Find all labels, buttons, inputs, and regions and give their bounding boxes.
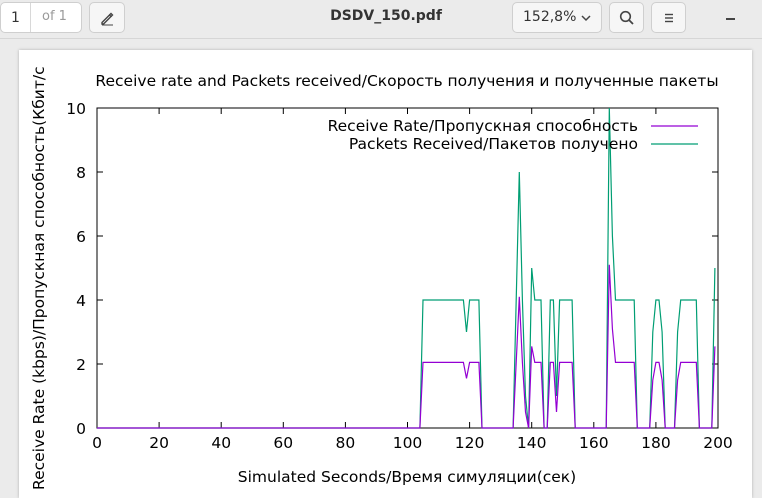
x-tick-label: 180 xyxy=(641,434,671,452)
y-tick-label: 2 xyxy=(76,356,86,374)
y-tick-label: 4 xyxy=(76,292,86,310)
y-tick-label: 6 xyxy=(76,228,86,246)
search-button[interactable] xyxy=(609,2,644,33)
page-number-input[interactable] xyxy=(1,3,31,32)
legend-label-1: Packets Received/Пакетов получено xyxy=(349,135,638,153)
y-tick-label: 0 xyxy=(76,420,86,438)
x-tick-label: 120 xyxy=(455,434,485,452)
search-icon xyxy=(619,10,634,25)
chevron-down-icon xyxy=(581,15,591,22)
annotate-button[interactable] xyxy=(89,2,125,33)
zoom-dropdown[interactable]: 152,8% xyxy=(512,2,602,33)
x-tick-label: 100 xyxy=(393,434,423,452)
legend-label-0: Receive Rate/Пропускная способность xyxy=(328,117,638,135)
x-tick-label: 0 xyxy=(92,434,102,452)
hamburger-menu-icon xyxy=(664,13,673,22)
minimize-icon[interactable] xyxy=(726,18,735,20)
y-tick-label: 8 xyxy=(76,164,86,182)
x-tick-label: 200 xyxy=(703,434,733,452)
x-tick-label: 60 xyxy=(273,434,293,452)
main-menu-button[interactable] xyxy=(651,2,686,33)
x-tick-label: 40 xyxy=(211,434,231,452)
pdf-viewer-header-bar: of 1 DSDV_150.pdf 152,8% xyxy=(0,0,762,39)
document-title: DSDV_150.pdf xyxy=(330,8,442,24)
y-axis-label: Receive Rate (kbps)/Пропускная способнос… xyxy=(30,66,48,490)
page-navigator: of 1 xyxy=(0,2,82,33)
x-tick-label: 140 xyxy=(517,434,547,452)
zoom-level: 152,8% xyxy=(523,9,577,25)
x-tick-label: 80 xyxy=(336,434,356,452)
pdf-page xyxy=(19,50,752,498)
x-tick-label: 20 xyxy=(149,434,169,452)
series-line-1 xyxy=(97,107,716,429)
annotate-pen-icon xyxy=(101,12,114,25)
page-total-label: of 1 xyxy=(42,9,67,24)
x-tick-label: 160 xyxy=(579,434,609,452)
plot-frame xyxy=(96,107,719,429)
x-axis-label: Simulated Seconds/Время симуляции(сек) xyxy=(238,468,576,486)
y-tick-label: 10 xyxy=(66,100,86,118)
chart-title: Receive rate and Packets received/Скорос… xyxy=(95,72,718,90)
series-line-0 xyxy=(97,264,716,429)
